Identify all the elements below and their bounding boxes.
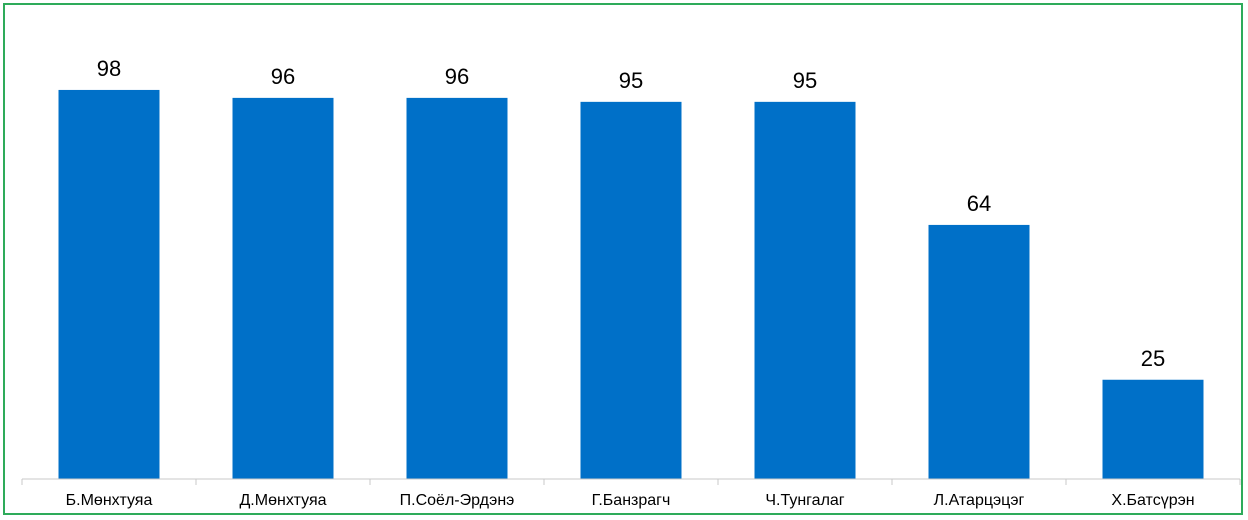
category-labels-group: Б.Мөнхтуяа Д.Мөнхтуяа П.Соёл-Эрдэнэ Г.Банзр… <box>66 492 1195 509</box>
category-label-3: П.Соёл-Эрдэнэ <box>400 492 515 509</box>
bar-2 <box>232 97 334 479</box>
bar-7 <box>1102 379 1204 479</box>
bar-4 <box>580 101 682 479</box>
category-label-4: Г.Банзрагч <box>592 492 671 509</box>
x-ticks-group <box>21 479 1241 485</box>
category-label-7: Х.Батсүрэн <box>1111 492 1194 509</box>
category-label-2: Д.Мөнхтуяа <box>239 492 326 509</box>
value-labels-group: 98 96 96 95 95 64 25 <box>97 56 1165 371</box>
value-label-4: 95 <box>619 68 643 93</box>
value-label-5: 95 <box>793 68 817 93</box>
category-label-6: Л.Атарцэцэг <box>934 492 1025 509</box>
category-label-5: Ч.Тунгалаг <box>765 492 844 509</box>
value-label-7: 25 <box>1141 346 1165 371</box>
value-label-1: 98 <box>97 56 121 81</box>
value-label-2: 96 <box>271 64 295 89</box>
bar-3 <box>406 97 508 479</box>
category-label-1: Б.Мөнхтуяа <box>66 492 153 509</box>
bar-5 <box>754 101 856 479</box>
bar-6 <box>928 224 1030 479</box>
value-label-6: 64 <box>967 191 991 216</box>
bar-1 <box>58 89 160 479</box>
value-label-3: 96 <box>445 64 469 89</box>
bars-group <box>58 89 1204 479</box>
